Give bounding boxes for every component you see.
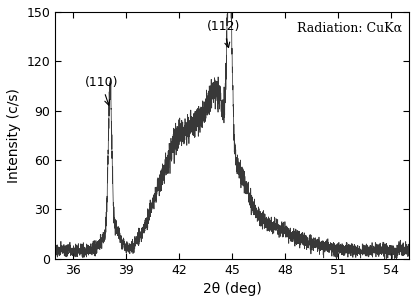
Text: (112): (112) — [207, 20, 240, 48]
Y-axis label: Intensity (c/s): Intensity (c/s) — [7, 88, 21, 183]
Text: (110): (110) — [84, 76, 118, 105]
Text: Radiation: CuKα: Radiation: CuKα — [297, 22, 402, 35]
X-axis label: 2θ (deg): 2θ (deg) — [203, 282, 262, 296]
